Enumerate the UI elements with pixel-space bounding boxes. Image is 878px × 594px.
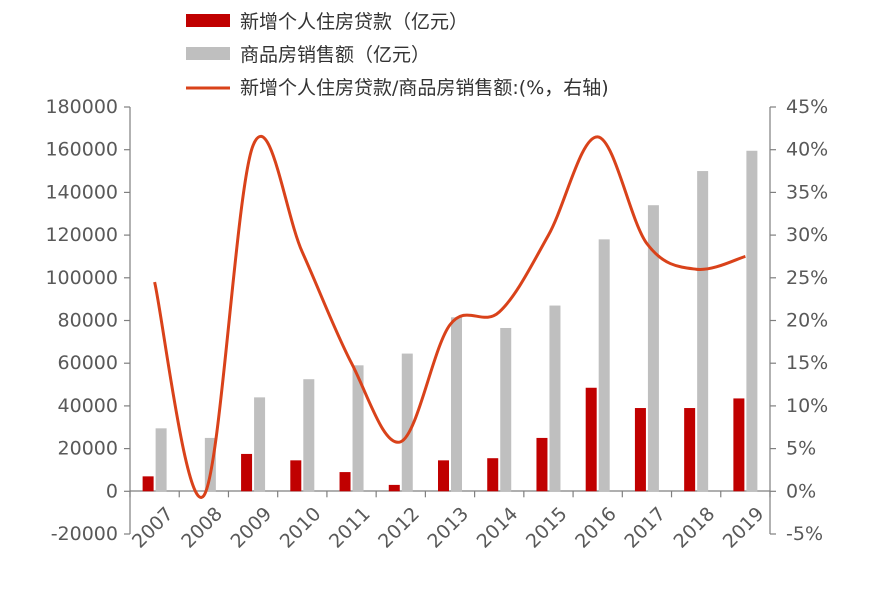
loans-bars <box>142 387 745 492</box>
x-tick-label: 2013 <box>423 503 473 553</box>
sales-bar <box>155 428 167 492</box>
x-tick-label: 2019 <box>719 503 769 553</box>
left-tick-label: 120000 <box>45 224 118 246</box>
x-tick-label: 2015 <box>522 503 572 553</box>
sales-bar <box>352 365 364 492</box>
loans-bar <box>684 408 696 492</box>
sales-bar <box>401 353 413 492</box>
legend-swatch-loans <box>186 14 230 27</box>
sales-bar <box>647 205 659 492</box>
left-tick-label: 40000 <box>58 395 118 417</box>
right-tick-label: -5% <box>786 523 823 545</box>
loans-bar <box>634 408 646 492</box>
right-tick-label: 20% <box>786 310 828 332</box>
loans-bar <box>733 398 745 492</box>
sales-bars <box>155 150 758 492</box>
right-tick-label: 10% <box>786 395 828 417</box>
sales-bar <box>549 305 561 492</box>
right-tick-label: 5% <box>786 438 816 460</box>
left-tick-label: 140000 <box>45 181 118 203</box>
x-tick-label: 2014 <box>473 503 523 553</box>
loans-bar <box>339 472 351 492</box>
loans-bar <box>142 476 154 492</box>
legend: 新增个人住房贷款（亿元） 商品房销售额（亿元） 新增个人住房贷款/商品房销售额:… <box>186 11 609 99</box>
loans-bar <box>388 484 400 492</box>
x-tick-label: 2009 <box>226 503 276 553</box>
left-tick-label: 20000 <box>58 438 118 460</box>
left-tick-label: 100000 <box>45 267 118 289</box>
ticks: 180000 45% 160000 40% 140000 35% 120000 30% 1000… <box>45 96 828 545</box>
legend-label-loans: 新增个人住房贷款（亿元） <box>240 11 468 33</box>
sales-bar <box>598 239 610 492</box>
x-tick-label: 2012 <box>374 503 424 553</box>
x-tick-label: 2018 <box>670 503 720 553</box>
ratio-line <box>153 134 746 499</box>
x-tick-label: 2011 <box>325 503 375 553</box>
right-tick-label: 30% <box>786 224 828 246</box>
sales-bar <box>303 379 315 492</box>
sales-bar <box>697 171 709 492</box>
loans-bar <box>487 458 499 492</box>
x-tick-label: 2010 <box>276 503 326 553</box>
right-tick-label: 0% <box>786 480 816 502</box>
axes <box>129 107 771 534</box>
legend-label-ratio: 新增个人住房贷款/商品房销售额:(%，右轴) <box>240 77 609 99</box>
loans-bar <box>438 460 449 492</box>
left-tick-label: 160000 <box>45 139 118 161</box>
right-tick-label: 15% <box>786 352 828 374</box>
legend-swatch-sales <box>186 47 230 60</box>
x-tick-label: 2017 <box>620 503 670 553</box>
sales-bar <box>500 327 512 492</box>
x-axis-labels: 2007 2008 2009 2010 2011 2012 2013 2014 2015 2016… <box>128 503 769 553</box>
right-tick-label: 35% <box>786 181 828 203</box>
left-tick-label: 60000 <box>58 352 118 374</box>
sales-bar <box>746 150 758 492</box>
x-tick-label: 2008 <box>177 503 227 553</box>
loans-bar <box>585 387 597 492</box>
right-tick-label: 45% <box>786 96 828 118</box>
left-tick-label: 80000 <box>58 310 118 332</box>
sales-bar <box>254 397 266 492</box>
loans-bar <box>536 437 548 492</box>
right-tick-label: 25% <box>786 267 828 289</box>
x-tick-label: 2007 <box>128 503 178 553</box>
loans-bar <box>290 460 302 492</box>
loans-bar <box>241 453 253 492</box>
left-tick-label: 180000 <box>45 96 118 118</box>
left-tick-label: -20000 <box>51 523 118 545</box>
legend-label-sales: 商品房销售额（亿元） <box>240 44 430 66</box>
right-tick-label: 40% <box>786 139 828 161</box>
x-tick-label: 2016 <box>571 503 621 553</box>
sales-bar <box>204 437 216 492</box>
sales-bar <box>451 317 462 492</box>
left-tick-label: 0 <box>106 480 118 502</box>
